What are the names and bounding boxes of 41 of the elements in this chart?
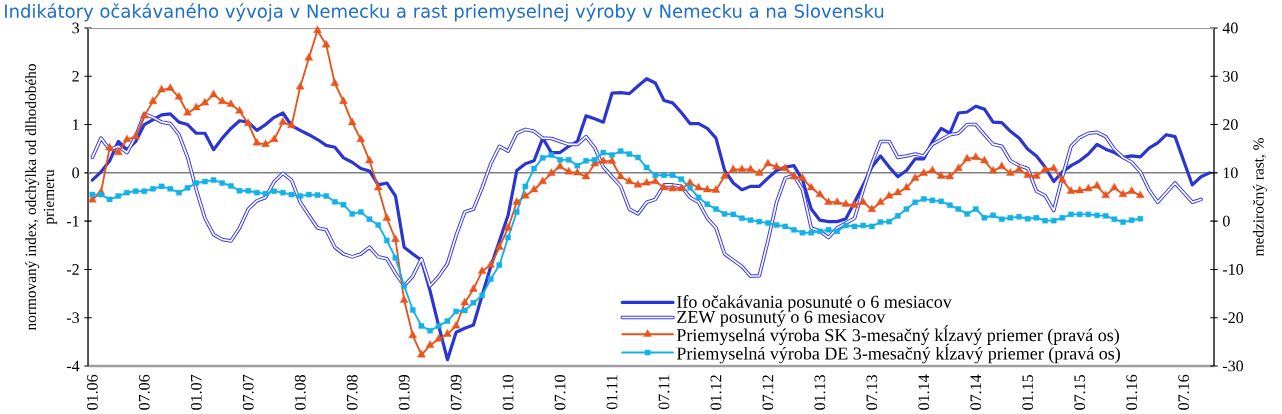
x-tick-label: 07.15 xyxy=(1074,374,1086,410)
y2-axis-title: medziročný rast, % xyxy=(1252,138,1267,257)
x-tick-label: 01.06 xyxy=(86,374,98,410)
x-tick-label: 01.13 xyxy=(814,374,826,410)
y-tick-label: 2 xyxy=(72,70,79,82)
x-tick-label: 01.10 xyxy=(502,374,514,410)
x-tick-label: 01.16 xyxy=(1126,374,1138,410)
y2-tick-label: 0 xyxy=(1222,215,1230,227)
y-tick-label: -1 xyxy=(66,215,79,227)
chart-title: Indikátory očakávaného vývoja v Nemecku a rast priemyselnej výroby v Nemecku a na Slovensku xyxy=(5,3,884,22)
y2-tick-label: 20 xyxy=(1223,119,1238,130)
x-tick-label: 07.14 xyxy=(970,374,982,410)
x-tick-label: 01.08 xyxy=(294,374,306,410)
y-tick-label: -2 xyxy=(66,264,79,275)
y2-tick-label: 30 xyxy=(1223,70,1238,82)
y2-tick-label: 10 xyxy=(1223,167,1238,179)
x-tick-label: 07.07 xyxy=(242,374,254,410)
x-tick-label: 07.08 xyxy=(346,374,358,410)
x-tick-label: 07.06 xyxy=(138,374,150,410)
y-tick-label: -3 xyxy=(66,312,80,324)
y-tick-label: -4 xyxy=(66,360,80,372)
x-tick-label: 01.12 xyxy=(710,375,722,410)
x-tick-label: 07.11 xyxy=(658,375,670,410)
x-tick-label: 07.16 xyxy=(1178,374,1190,410)
x-tick-label: 01.14 xyxy=(918,374,930,410)
x-tick-label: 07.12 xyxy=(762,375,774,410)
y-tick-label: 1 xyxy=(73,119,79,130)
x-tick-label: 07.09 xyxy=(450,375,462,410)
y-tick-label: 3 xyxy=(72,22,80,34)
x-tick-label: 07.13 xyxy=(866,374,878,410)
y2-tick-label: -20 xyxy=(1222,312,1244,324)
y2-tick-label: 40 xyxy=(1222,22,1238,34)
y2-tick-label: -10 xyxy=(1222,264,1244,275)
x-tick-label: 01.09 xyxy=(398,375,410,410)
x-tick-label: 07.10 xyxy=(554,374,566,410)
y-tick-label: 0 xyxy=(72,167,80,179)
x-tick-label: 01.11 xyxy=(606,375,618,410)
x-tick-label: 01.07 xyxy=(190,374,202,410)
y2-tick-label: -30 xyxy=(1222,360,1244,372)
x-tick-label: 01.15 xyxy=(1022,374,1034,410)
y-axis-title: normovaný index, odchýlka od dlhodobého priemeru xyxy=(25,64,58,331)
